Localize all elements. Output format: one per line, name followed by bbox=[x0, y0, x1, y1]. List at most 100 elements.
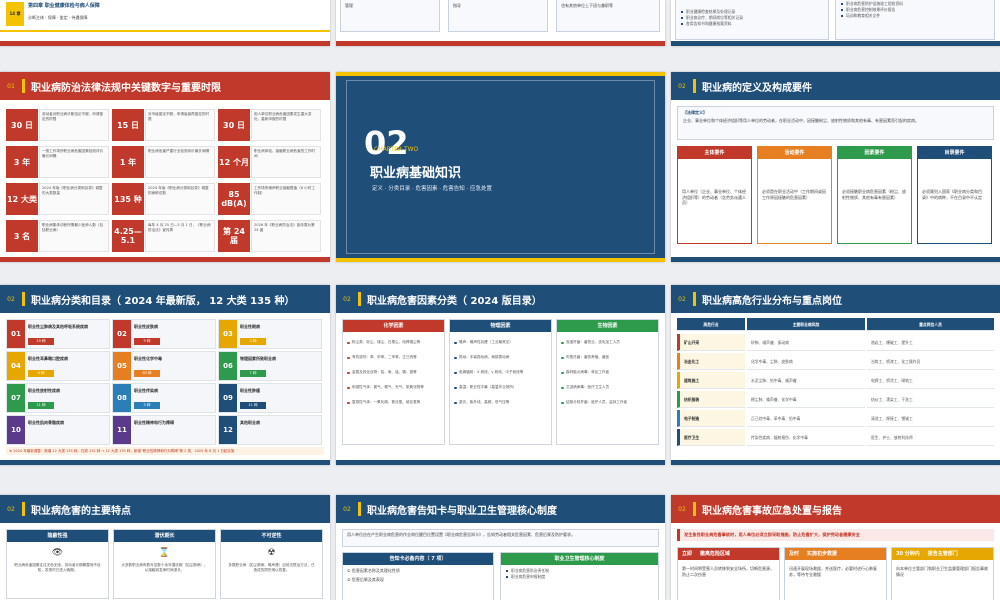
category-number: 05 bbox=[113, 352, 131, 380]
industry-risk: 棉尘肺、噪声聋、化学中毒 bbox=[747, 391, 865, 408]
slide-emergency[interactable]: 02 职业病危害事故应急处置与报告 发生急性职业病危害事故时，用人单位必须立即采… bbox=[671, 495, 1000, 600]
emergency-step: 立即 撤离危险区域 第一时间将受害人员转移到安全场所，切断危害源，防止二次伤害 bbox=[677, 547, 780, 600]
factor-column: 物理因素 噪声：噪声性耳聋（工业最常见） 振动：手臂振动病、局部振动病 电离辐射：X … bbox=[449, 319, 552, 445]
fact-key: 第 24 届 bbox=[218, 220, 250, 252]
catalog-note: ★ 2024 年最新调整：新增 12 大类 135 种，在原 132 种 → 1… bbox=[6, 447, 324, 455]
category-count: 7 种 bbox=[240, 370, 266, 377]
category-item[interactable]: 01 职业性尘肺病及其他呼吸系统疾病 19 种 bbox=[6, 319, 110, 349]
category-number: 07 bbox=[7, 384, 25, 412]
feature-head: 潜伏期长 bbox=[114, 530, 215, 542]
factor-item: 有机溶剂：苯、甲苯、二甲苯、正己烷等 bbox=[343, 353, 444, 362]
industry-name: 纺织服装 bbox=[677, 391, 745, 408]
slide-title: 职业病高危行业分布与重点岗位 bbox=[702, 295, 842, 307]
category-item[interactable]: 12 其他职业病 bbox=[218, 415, 322, 445]
category-name: 职业性肌肉骨骼疾病 bbox=[28, 420, 64, 425]
industry-risk: 正己烷中毒、苯中毒、铅中毒 bbox=[747, 410, 865, 427]
factor-item: 粉尘类：砂尘、煤尘、石棉尘、电焊烟尘等 bbox=[343, 338, 444, 347]
slide-catalog[interactable]: 02 职业病分类和目录（ 2024 年最新版， 12 大类 135 种） 01 职… bbox=[0, 285, 330, 465]
slide-industry[interactable]: 02 职业病高危行业分布与重点岗位 高危行业 主要职业病风险 重点岗位人员 矿山开采矽… bbox=[671, 285, 1000, 465]
fact-text: 职业病体检、接触职业病危害的工作时间 bbox=[251, 146, 321, 178]
category-count: 60 种 bbox=[134, 370, 160, 377]
industry-posts: 清洗工、焊接工、镀锡工 bbox=[867, 410, 994, 427]
feature-card: 潜伏期长 ⌛ 大多数职业病有数年至数十余年潜伏期（如尘肺病），从接触到发病时间漫长。 bbox=[113, 529, 216, 599]
category-item[interactable]: 02 职业性皮肤病 9 种 bbox=[112, 319, 216, 349]
chapter-sub: 诊断主体 · 保障 · 鉴定 · 待遇保障 bbox=[28, 15, 88, 20]
factor-head: 物理因素 bbox=[450, 320, 551, 332]
step-head: 及时 实施初步救援 bbox=[785, 548, 886, 560]
factor-item: 金属及其化合物：铅、汞、锰、镉、铬等 bbox=[343, 368, 444, 377]
records-left: 职业健康检查结果及处理记录 职业病诊疗、期间岗位等相关记录 各类告知书和健康档案… bbox=[675, 0, 829, 40]
feature-text: 职业病危害因素往往无色无味，劳动者长期暴露而不自知，发现时已进入晚期。 bbox=[14, 563, 101, 572]
step-head: 立即 撤离危险区域 bbox=[678, 548, 779, 560]
fact-key: 135 种 bbox=[112, 183, 144, 215]
slide-law-numbers[interactable]: 01 职业病防治法律法规中关键数字与重要时限 30 日劳动者对职业病诊断结论不服… bbox=[0, 72, 330, 262]
table-header-cell: 高危行业 bbox=[677, 318, 745, 331]
category-item[interactable]: 10 职业性肌肉骨骼疾病 bbox=[6, 415, 110, 445]
element-text: 必须属列入国家《职业病分类和目录》中的病种，不在目录中不认定 bbox=[922, 189, 982, 200]
element-head: 目录要件 bbox=[918, 147, 991, 159]
fact-text: 用人单位职业病危害因素发生重大变化，重新申报的时限 bbox=[251, 109, 321, 141]
category-number: 01 bbox=[7, 320, 25, 348]
notice-right-box: 职业卫生管理核心制度 职业病危害防治责任制 职业病危害申报制度 bbox=[500, 552, 659, 600]
factor-item: 艾滋病病毒：医疗卫生人员 bbox=[557, 383, 658, 392]
category-item[interactable]: 11 职业性精神和行为障碍 bbox=[112, 415, 216, 445]
category-count: 9 种 bbox=[134, 338, 160, 345]
category-name: 职业性放射性疾病 bbox=[28, 388, 60, 393]
slide-top-middle[interactable]: 管理 指导 也有其他单位上下班与兼职等 bbox=[336, 0, 665, 46]
table-row: 纺织服装 棉尘肺、噪声聋、化学中毒 纺纱工、漂染工、干洗工 bbox=[677, 391, 994, 408]
slide-definition[interactable]: 02 职业病的定义及构成要件 【法律定义】 企业、事业单位和个体经济组织等用人单… bbox=[671, 72, 1000, 262]
category-count: 5 种 bbox=[134, 402, 160, 409]
factor-item: 振动：手臂振动病、局部振动病 bbox=[450, 353, 551, 362]
category-item[interactable]: 09 职业性肿瘤 11 种 bbox=[218, 383, 322, 413]
radiation-icon: ☢ bbox=[267, 548, 276, 558]
top-box-1: 管理 bbox=[340, 0, 440, 32]
industry-posts: 医生、护士、放射科技师 bbox=[867, 429, 994, 446]
table-row: 医疗卫生 传染性疾病、辐射损伤、化学中毒 医生、护士、放射科技师 bbox=[677, 429, 994, 446]
table-row: 电子制造 正己烷中毒、苯中毒、铅中毒 清洗工、焊接工、镀锡工 bbox=[677, 410, 994, 427]
industry-posts: 冶炼工、喷漆工、化工操作员 bbox=[867, 353, 994, 370]
factor-item: 激光、紫外线、高频、低气压等 bbox=[450, 398, 551, 407]
industry-name: 医疗卫生 bbox=[677, 429, 745, 446]
fact-text: 每年 4 月 25 日—5 月 1 日，《职业病防治法》宣传周 bbox=[145, 220, 215, 252]
slide-factors[interactable]: 02 职业病危害因素分类（ 2024 版目录） 化学因素 粉尘类：砂尘、煤尘、石棉… bbox=[336, 285, 665, 465]
slide-footer bbox=[671, 257, 1000, 262]
category-item[interactable]: 04 职业性耳鼻喉口腔疾病 4 种 bbox=[6, 351, 110, 381]
category-item[interactable]: 03 职业性眼病 3 种 bbox=[218, 319, 322, 349]
slide-title: 职业病的定义及构成要件 bbox=[702, 82, 812, 94]
fact-text: 2024 年版《职业病分类和目录》调整的病种总数 bbox=[145, 183, 215, 215]
emergency-banner: 发生急性职业病危害事故时，用人单位必须立即采取措施，防止危害扩大，保护劳动者健康… bbox=[677, 529, 994, 541]
category-item[interactable]: 06 物理因素所致职业病 7 种 bbox=[218, 351, 322, 381]
feature-head: 不可逆性 bbox=[221, 530, 322, 542]
feature-card: 不可逆性 ☢ 多数职业病（如尘肺病、噪声聋）目前无根治方法，已造成的损伤难以恢复。 bbox=[220, 529, 323, 599]
category-item[interactable]: 05 职业性化学中毒 60 种 bbox=[112, 351, 216, 381]
category-number: 10 bbox=[7, 416, 25, 444]
slide-features[interactable]: 02 职业病危害的主要特点 隐蔽性强 👁 职业病危害因素往往无色无味，劳动者长期暴露… bbox=[0, 495, 330, 600]
slide-footer bbox=[0, 257, 330, 262]
slide-notice-card[interactable]: 02 职业病危害告知卡与职业卫生管理核心制度 用人单位应在产生职业病危害的作业岗… bbox=[336, 495, 665, 600]
factor-item: 森林脑炎病毒：林区工作者 bbox=[557, 368, 658, 377]
step-tag: 立即 bbox=[682, 551, 693, 557]
industry-risk: 水泥尘肺、铅中毒、噪声聋 bbox=[747, 372, 865, 389]
slide-title: 职业病分类和目录（ 2024 年最新版， 12 大类 135 种） bbox=[31, 295, 295, 307]
category-item[interactable]: 07 职业性放射性疾病 11 种 bbox=[6, 383, 110, 413]
section-accent-bar bbox=[336, 72, 665, 76]
fact-key: 3 年 bbox=[6, 146, 38, 178]
slide-chapter-four[interactable]: 14 章 第四章 职业健康体检与病人保障 诊断主体 · 保障 · 鉴定 · 待遇… bbox=[0, 0, 330, 46]
category-name: 物理因素所致职业病 bbox=[240, 356, 276, 361]
slide-title: 职业病防治法律法规中关键数字与重要时限 bbox=[31, 82, 221, 94]
fact-text: 职业病危害严重行业检测评价最长间隔 bbox=[145, 146, 215, 178]
slide-header: 02 职业病分类和目录（ 2024 年最新版， 12 大类 135 种） bbox=[0, 285, 330, 313]
slide-title: 职业病危害告知卡与职业卫生管理核心制度 bbox=[367, 505, 557, 517]
element-card: 活动要件 必须是在职业活动中（工作期间或因工作原因接触的危害因素） bbox=[757, 146, 832, 244]
slide-footer bbox=[671, 41, 1000, 46]
chapter-underline bbox=[0, 30, 330, 32]
notice-intro: 用人单位应在产生职业病危害的作业岗位醒目位置设置《职业病危害告知卡》，告知劳动者… bbox=[342, 529, 659, 547]
factor-item: 电离辐射：X 射线、γ 射线、中子射线等 bbox=[450, 368, 551, 377]
eye-icon: 👁 bbox=[51, 548, 64, 558]
slide-section-two[interactable]: 02 CHAPTER TWO 职业病基础知识 定义 · 分类目录 · 危害因素 … bbox=[336, 72, 665, 262]
category-item[interactable]: 08 职业性传染病 5 种 bbox=[112, 383, 216, 413]
slide-title: 职业病危害的主要特点 bbox=[31, 505, 131, 517]
slide-top-right[interactable]: 职业健康检查结果及处理记录 职业病诊疗、期间岗位等相关记录 各类告知书和健康档案… bbox=[671, 0, 1000, 46]
table-header-cell: 重点岗位人员 bbox=[867, 318, 994, 331]
section-title: 职业病基础知识 bbox=[370, 166, 462, 181]
